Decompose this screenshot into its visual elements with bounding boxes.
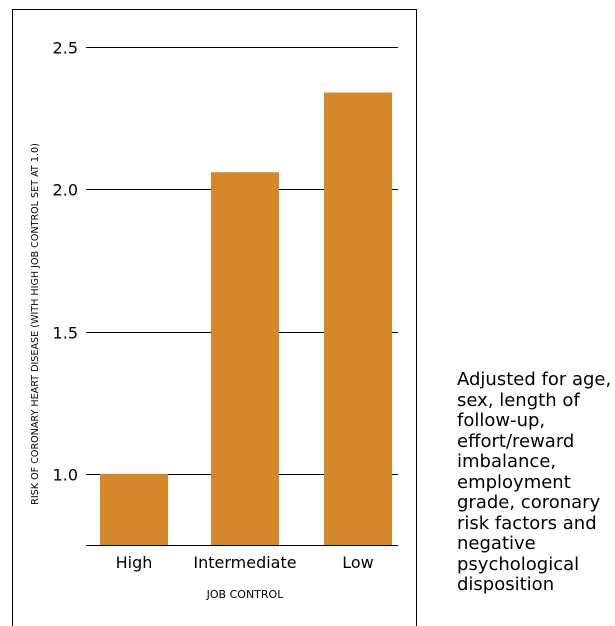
x-tick-label: Intermediate bbox=[193, 553, 296, 572]
x-tick-label: High bbox=[116, 553, 153, 572]
bar-low bbox=[324, 92, 392, 545]
y-tick-label: 2.0 bbox=[53, 181, 78, 200]
bar-intermediate bbox=[211, 172, 279, 545]
y-tick-labels: 1.0 1.5 2.0 2.5 bbox=[53, 39, 78, 485]
y-tick-label: 1.5 bbox=[53, 324, 78, 343]
bars bbox=[100, 92, 392, 545]
chart-frame bbox=[12, 9, 417, 626]
y-axis-title: RISK OF CORONARY HEART DISEASE (WITH HIG… bbox=[30, 143, 41, 505]
x-tick-label: Low bbox=[342, 553, 374, 572]
adjustment-note: Adjusted for age, sex, length of follow-… bbox=[457, 370, 612, 595]
bar-high bbox=[100, 473, 168, 545]
y-tick-label: 2.5 bbox=[53, 39, 78, 58]
x-axis-title: JOB CONTROL bbox=[206, 588, 285, 601]
y-tick-label: 1.0 bbox=[53, 466, 78, 485]
x-tick-labels: High Intermediate Low bbox=[116, 553, 374, 572]
